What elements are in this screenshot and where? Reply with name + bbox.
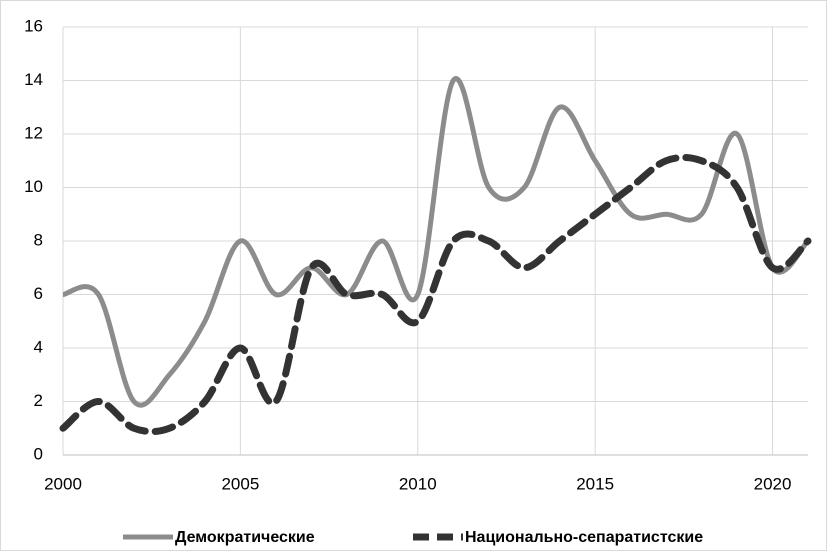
y-tick-label: 16 xyxy=(24,16,43,35)
y-tick-label: 6 xyxy=(34,284,43,303)
x-tick-label: 2015 xyxy=(576,474,614,493)
y-tick-label: 10 xyxy=(24,177,43,196)
x-tick-label: 2000 xyxy=(44,474,82,493)
y-tick-label: 12 xyxy=(24,123,43,142)
x-tick-label: 2010 xyxy=(399,474,437,493)
y-tick-label: 14 xyxy=(24,70,43,89)
series-line xyxy=(62,76,810,408)
x-tick-label: 2005 xyxy=(221,474,259,493)
y-tick-label: 4 xyxy=(34,337,43,356)
legend-label: Демократические xyxy=(175,529,315,546)
y-tick-label: 2 xyxy=(34,391,43,410)
x-tick-label: 2020 xyxy=(754,474,792,493)
y-tick-label: 8 xyxy=(34,230,43,249)
series-line xyxy=(59,153,812,436)
legend-label: Национально-сепаратистские xyxy=(465,529,703,546)
y-tick-label: 0 xyxy=(34,444,43,463)
